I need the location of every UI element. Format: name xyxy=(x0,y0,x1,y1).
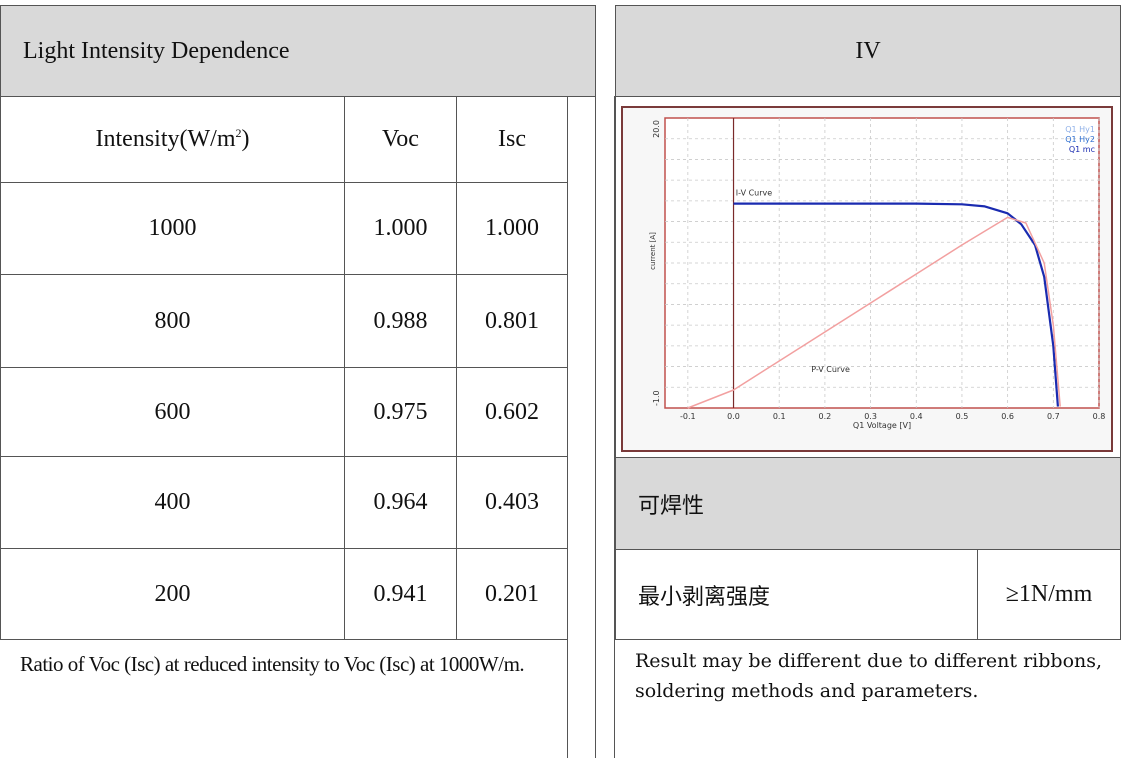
legend-entry: Q1 mc xyxy=(1069,145,1095,154)
x-tick-label: 0.7 xyxy=(1047,412,1060,421)
x-tick-label: 0.6 xyxy=(1001,412,1014,421)
table-row-voc: 0.975 xyxy=(344,367,457,457)
table-row-voc: 1.000 xyxy=(344,182,457,275)
header-intensity-label: Intensity(W/m2) xyxy=(95,126,250,152)
header-voc: Voc xyxy=(344,96,457,183)
table-row-intensity: 1000 xyxy=(0,182,345,275)
right-note: Result may be different due to different… xyxy=(615,639,1121,758)
table-row-isc: 0.602 xyxy=(456,367,568,457)
table-row-isc: 0.403 xyxy=(456,456,568,549)
x-tick-label: 0.0 xyxy=(727,412,740,421)
header-intensity: Intensity(W/m2) xyxy=(0,96,345,183)
x-tick-label: 0.8 xyxy=(1093,412,1106,421)
legend-entry: Q1 Hy2 xyxy=(1065,135,1095,144)
table-row-intensity: 600 xyxy=(0,367,345,457)
left-note: Ratio of Voc (Isc) at reduced intensity … xyxy=(0,639,568,758)
table-row-voc: 0.941 xyxy=(344,548,457,640)
peel-strength-value-cell: ≥1N/mm xyxy=(977,549,1121,640)
iv-title: IV xyxy=(855,37,881,64)
table-row-isc: 1.000 xyxy=(456,182,568,275)
annotation-label: P-V Curve xyxy=(811,365,850,374)
table-row-intensity: 400 xyxy=(0,456,345,549)
x-tick-label: -0.1 xyxy=(680,412,696,421)
iv-chart-svg: -0.1 0.0 0.1 0.2 0.3 0.4 0.5 0.6 0.7 0.8 20.0 -1.0 Q… xyxy=(649,117,1106,430)
y-tick-label: -1.0 xyxy=(652,390,661,406)
table-row-voc: 0.988 xyxy=(344,274,457,368)
annotation-label: I-V Curve xyxy=(736,188,772,197)
x-axis-label: Q1 Voltage [V] xyxy=(853,421,911,430)
table-row-voc: 0.964 xyxy=(344,456,457,549)
solderability-title: 可焊性 xyxy=(638,493,705,519)
series-line xyxy=(687,216,1061,409)
legend-entry: Q1 Hy1 xyxy=(1065,125,1095,134)
peel-strength-label-cell: 最小剥离强度 xyxy=(615,549,978,640)
x-tick-label: 0.2 xyxy=(819,412,832,421)
peel-strength-value: ≥1N/mm xyxy=(1005,581,1093,607)
y-axis-label: current [A] xyxy=(649,232,657,270)
x-tick-label: 0.3 xyxy=(864,412,877,421)
left-table-title: Light Intensity Dependence xyxy=(23,37,290,64)
table-row-intensity: 200 xyxy=(0,548,345,640)
x-tick-label: 0.4 xyxy=(910,412,923,421)
iv-title-cell: IV xyxy=(615,5,1121,97)
peel-strength-label: 最小剥离强度 xyxy=(638,584,771,610)
iv-chart: -0.1 0.0 0.1 0.2 0.3 0.4 0.5 0.6 0.7 0.8 20.0 -1.0 Q… xyxy=(621,106,1113,452)
x-tick-label: 0.1 xyxy=(773,412,786,421)
column-gap xyxy=(595,96,615,758)
x-tick-label: 0.5 xyxy=(956,412,969,421)
table-row-intensity: 800 xyxy=(0,274,345,368)
left-table-title-cell: Light Intensity Dependence xyxy=(0,5,596,97)
iv-chart-cell: -0.1 0.0 0.1 0.2 0.3 0.4 0.5 0.6 0.7 0.8 20.0 -1.0 Q… xyxy=(615,96,1121,458)
table-row-isc: 0.801 xyxy=(456,274,568,368)
y-tick-label: 20.0 xyxy=(652,120,661,138)
series-line xyxy=(733,202,1059,407)
solderability-title-cell: 可焊性 xyxy=(615,457,1121,550)
table-row-isc: 0.201 xyxy=(456,548,568,640)
header-isc: Isc xyxy=(456,96,568,183)
